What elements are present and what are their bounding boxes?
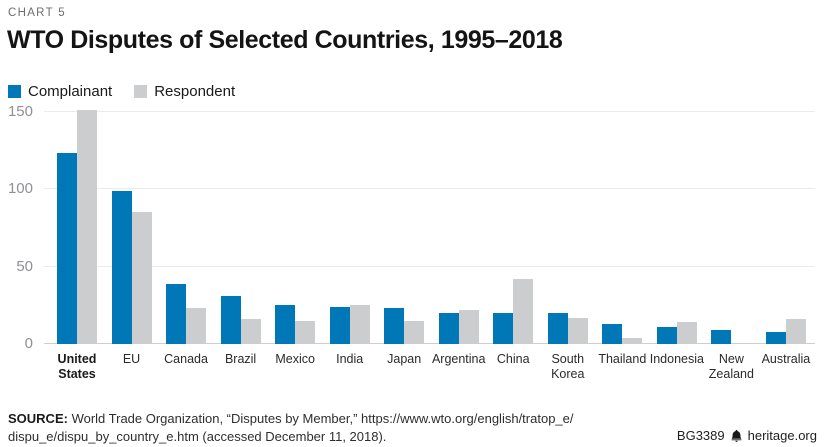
bar-group-japan: Japan xyxy=(384,108,425,366)
bar-respondent-australia xyxy=(785,319,806,344)
bar-complainant-south-korea xyxy=(547,313,568,344)
gridline-50 xyxy=(44,265,815,267)
x-label-japan: Japan xyxy=(387,352,422,366)
bar-group-argentina: Argentina xyxy=(432,108,485,366)
bar-complainant-thailand xyxy=(602,323,623,344)
source-note: SOURCE: World Trade Organization, “Dispu… xyxy=(8,410,574,446)
bar-respondent-south-korea xyxy=(567,317,588,344)
bar-complainant-mexico xyxy=(275,305,296,344)
bar-group-new-zealand: New Zealand xyxy=(709,108,754,381)
source-label: SOURCE: xyxy=(8,411,68,426)
complainant-swatch xyxy=(8,85,21,98)
x-label-mexico: Mexico xyxy=(275,352,315,366)
bar-complainant-argentina xyxy=(438,313,459,344)
chart-kicker: CHART 5 xyxy=(8,7,66,19)
x-label-south-korea: South Korea xyxy=(551,352,585,381)
bar-complainant-china xyxy=(493,313,514,344)
bar-respondent-india xyxy=(349,305,370,344)
gridline-150 xyxy=(44,110,815,112)
bar-group-mexico: Mexico xyxy=(275,108,316,366)
bar-complainant-indonesia xyxy=(656,326,677,344)
y-tick-50: 50 xyxy=(16,257,33,275)
bar-complainant-new-zealand xyxy=(711,330,732,344)
y-tick-0: 0 xyxy=(24,335,33,352)
bar-respondent-indonesia xyxy=(676,322,697,344)
bar-respondent-japan xyxy=(404,320,425,344)
bar-complainant-india xyxy=(329,306,350,344)
x-label-indonesia: Indonesia xyxy=(649,352,704,366)
bar-group-indonesia: Indonesia xyxy=(650,108,704,366)
bar-group-thailand: Thailand xyxy=(598,108,646,366)
x-label-thailand: Thailand xyxy=(598,352,647,366)
x-label-eu: EU xyxy=(122,352,141,366)
bar-respondent-canada xyxy=(186,308,207,344)
x-label-australia: Australia xyxy=(761,352,811,366)
bar-group-canada: Canada xyxy=(164,108,208,366)
bar-respondent-eu xyxy=(131,212,152,344)
bar-respondent-brazil xyxy=(240,319,261,344)
x-label-argentina: Argentina xyxy=(431,352,486,366)
legend-item-respondent: Respondent xyxy=(134,83,235,100)
credit: BG3389 heritage.org xyxy=(677,428,817,443)
y-axis-labels: 0 50 100 150 xyxy=(0,103,36,352)
bar-complainant-australia xyxy=(765,331,786,344)
bar-complainant-canada xyxy=(166,283,187,344)
plot-area: United States EU Canada Brazil Mexico India Ja… xyxy=(44,108,815,381)
legend-item-complainant: Complainant xyxy=(8,83,112,100)
bar-group-india: India xyxy=(329,108,370,366)
bar-group-south-korea: South Korea xyxy=(547,108,588,381)
credit-site[interactable]: heritage.org xyxy=(747,428,817,443)
bar-complainant-brazil xyxy=(220,295,241,344)
gridline-0 xyxy=(44,343,815,344)
source-text-line1: World Trade Organization, “Disputes by M… xyxy=(67,411,574,426)
bar-group-brazil: Brazil xyxy=(220,108,261,366)
x-label-china: China xyxy=(496,352,530,366)
heritage-bell-icon xyxy=(730,429,743,442)
bar-group-australia: Australia xyxy=(762,108,810,366)
bar-complainant-eu xyxy=(111,190,132,344)
x-label-india: India xyxy=(336,352,364,366)
bar-groups: United States EU Canada Brazil Mexico India Ja… xyxy=(44,108,815,381)
bar-respondent-china xyxy=(513,278,534,344)
legend-label-complainant: Complainant xyxy=(28,83,113,100)
gridline-100 xyxy=(44,188,815,189)
bar-respondent-argentina xyxy=(458,309,479,344)
bar-respondent-mexico xyxy=(295,320,316,344)
source-text-line2: dispu_e/dispu_by_country_e.htm (accessed… xyxy=(8,429,387,444)
bar-respondent-thailand xyxy=(622,337,643,344)
bar-complainant-japan xyxy=(384,308,405,344)
y-tick-100: 100 xyxy=(7,180,33,197)
x-label-new-zealand: New Zealand xyxy=(708,352,754,381)
y-tick-150: 150 xyxy=(7,102,33,120)
bar-group-united-states: United States xyxy=(57,108,97,381)
bar-complainant-united-states xyxy=(57,153,77,344)
x-label-brazil: Brazil xyxy=(224,352,257,366)
respondent-swatch xyxy=(134,85,148,98)
legend: Complainant Respondent xyxy=(8,83,257,100)
bar-group-eu: EU xyxy=(111,108,152,366)
x-label-canada: Canada xyxy=(164,352,208,366)
legend-label-respondent: Respondent xyxy=(154,83,236,100)
bar-group-china: China xyxy=(493,108,534,366)
page-title: WTO Disputes of Selected Countries, 1995… xyxy=(7,26,563,54)
bar-respondent-united-states xyxy=(77,109,97,344)
credit-id: BG3389 xyxy=(676,428,725,443)
x-label-united-states: United States xyxy=(57,352,97,381)
